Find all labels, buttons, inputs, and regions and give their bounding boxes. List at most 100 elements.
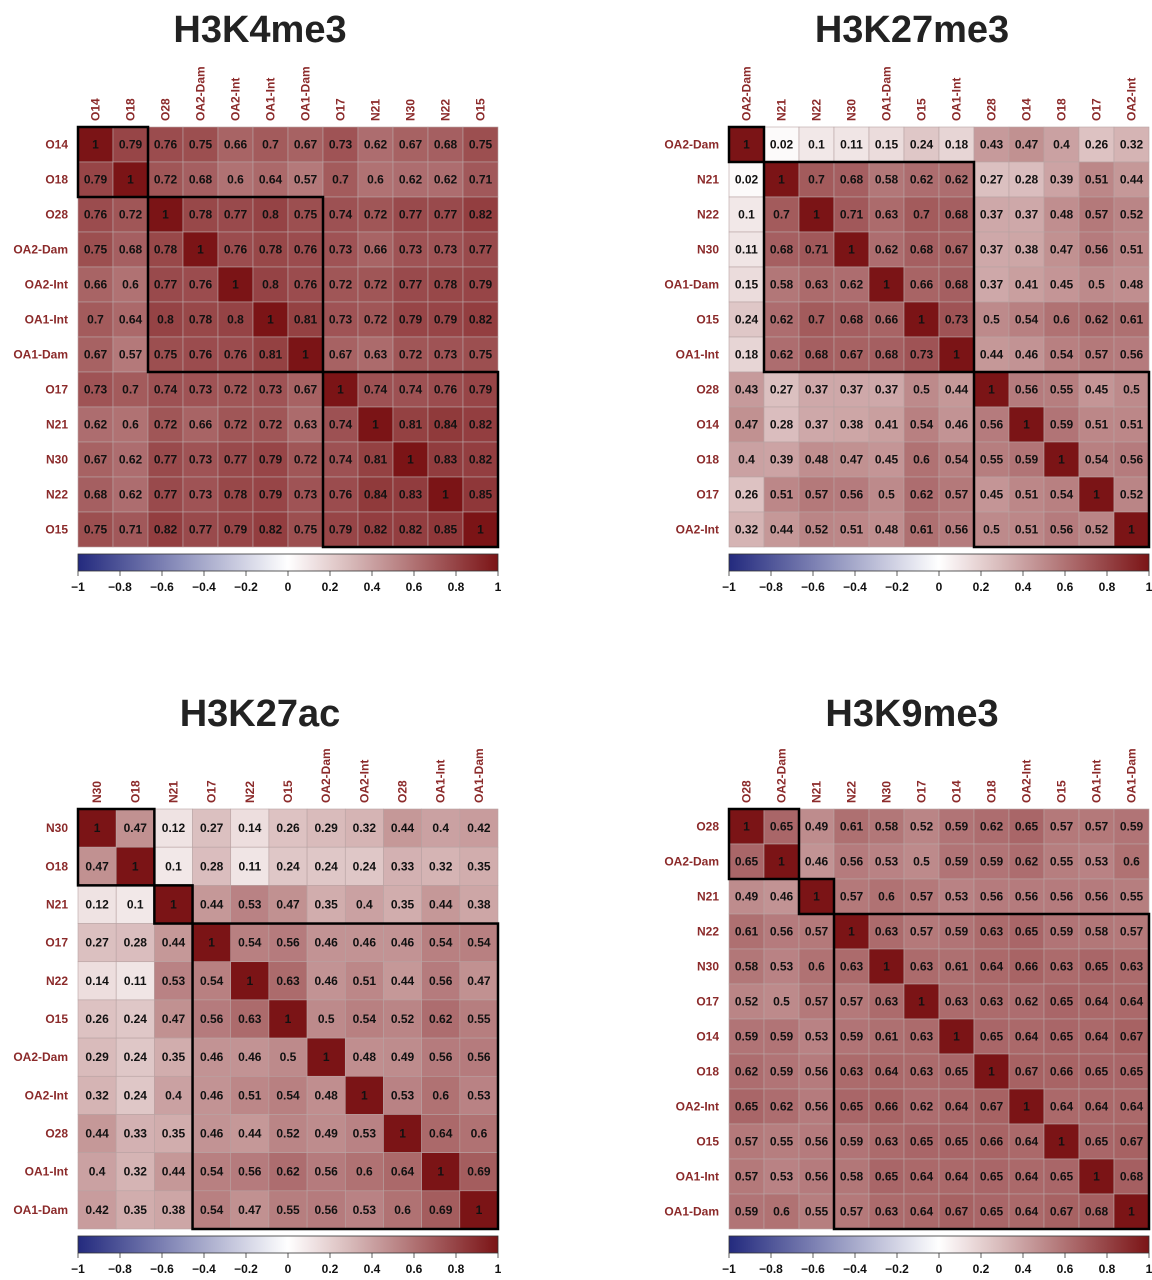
cell-value: 1	[407, 453, 414, 467]
cell-value: 0.6	[1053, 313, 1070, 327]
heatmap-cell	[1008, 196, 1045, 233]
cell-value: 0.64	[1015, 1135, 1039, 1149]
heatmap-cell	[217, 371, 254, 408]
cell-value: 0.64	[980, 960, 1004, 974]
cell-value: 0.66	[910, 278, 934, 292]
cell-value: 0.58	[875, 173, 899, 187]
chart-title: H3K27me3	[815, 9, 1009, 51]
heatmap-cell	[938, 878, 975, 915]
cell-value: 0.68	[910, 243, 934, 257]
heatmap-cell	[344, 1075, 384, 1115]
cell-value: 0.62	[735, 1065, 759, 1079]
heatmap-cell	[1113, 913, 1150, 950]
heatmap-cell	[322, 126, 359, 163]
heatmap-cell	[182, 406, 219, 443]
heatmap-cell	[115, 1114, 155, 1153]
cell-value: 0.77	[399, 278, 423, 292]
cell-value: 0.71	[469, 173, 493, 187]
colorbar-tick-label: −1	[71, 1262, 85, 1276]
colorbar-tick-label: −0.8	[759, 1262, 783, 1276]
heatmap-cell	[115, 1075, 155, 1115]
colorbar-tick-label: −0.8	[108, 1262, 132, 1276]
heatmap-cell	[230, 808, 270, 848]
cell-value: 0.38	[467, 897, 491, 911]
cell-value: 0.72	[364, 313, 388, 327]
heatmap-cell	[728, 196, 765, 233]
heatmap-cell	[357, 336, 394, 373]
heatmap-cell	[462, 301, 499, 338]
colorbar-tick-label: −0.2	[234, 580, 258, 594]
heatmap-cell	[1078, 126, 1115, 163]
cell-value: 0.44	[770, 523, 794, 537]
cell-value: 0.6	[1123, 855, 1140, 869]
heatmap-cell	[427, 266, 464, 303]
cell-value: 0.74	[399, 383, 423, 397]
heatmap-cell	[903, 878, 940, 915]
heatmap-cell	[1078, 1088, 1115, 1125]
cell-value: 0.44	[429, 897, 453, 911]
heatmap-cell	[903, 266, 940, 303]
heatmap-cell	[798, 336, 835, 373]
column-label: N22	[810, 99, 824, 121]
heatmap-cell	[147, 406, 184, 443]
cell-value: 0.64	[1085, 1100, 1109, 1114]
heatmap-cell	[230, 1190, 270, 1230]
cell-value: 1	[197, 243, 204, 257]
cell-value: 1	[988, 383, 995, 397]
row-label: OA1-Int	[676, 348, 719, 362]
heatmap-cell	[798, 913, 835, 950]
cell-value: 0.7	[808, 313, 825, 327]
cell-value: 0.47	[1015, 138, 1039, 152]
cell-value: 0.26	[85, 1012, 109, 1026]
heatmap-cell	[77, 336, 114, 373]
heatmap-cell	[77, 406, 114, 443]
heatmap-cell	[868, 1193, 905, 1230]
heatmap-cell	[322, 161, 359, 198]
heatmap-cell	[154, 1037, 193, 1077]
heatmap-cell	[230, 885, 270, 924]
cell-value: 0.5	[318, 1012, 335, 1026]
heatmap-cell	[1113, 808, 1150, 845]
heatmap-cell	[154, 961, 193, 1001]
heatmap-cell	[938, 1018, 975, 1055]
heatmap-cell	[1008, 266, 1045, 303]
heatmap-cell	[230, 1075, 270, 1115]
cell-value: 0.6	[394, 1203, 411, 1217]
column-label: OA2-Int	[1125, 78, 1139, 121]
cell-value: 0.85	[434, 523, 458, 537]
cell-value: 0.54	[200, 1203, 224, 1217]
cell-value: 0.81	[294, 313, 318, 327]
heatmap-cell	[1113, 1123, 1150, 1160]
colorbar-tick-label: −0.6	[150, 580, 174, 594]
cell-value: 0.64	[1015, 1205, 1039, 1219]
cell-value: 0.64	[1120, 995, 1144, 1009]
cell-value: 0.59	[770, 1065, 794, 1079]
cell-value: 0.68	[805, 348, 829, 362]
cell-value: 0.68	[770, 243, 794, 257]
cell-value: 0.53	[1085, 855, 1109, 869]
cell-value: 0.57	[805, 488, 829, 502]
cell-value: 0.59	[735, 1030, 759, 1044]
heatmap-cell	[112, 336, 149, 373]
cluster-box	[153, 884, 194, 925]
heatmap-cell	[357, 231, 394, 268]
cell-value: 0.79	[224, 523, 248, 537]
colorbar-tick-label: −0.4	[843, 1262, 867, 1276]
heatmap-cell	[1113, 983, 1150, 1020]
heatmap-cell	[115, 885, 155, 924]
heatmap-cell	[1043, 913, 1080, 950]
cell-value: 0.56	[276, 936, 300, 950]
cell-value: 0.63	[1050, 960, 1074, 974]
cell-value: 0.63	[840, 1065, 864, 1079]
cell-value: 0.75	[189, 138, 213, 152]
column-label: N30	[90, 781, 104, 803]
heatmap-cell	[230, 1037, 270, 1077]
cell-value: 0.1	[808, 138, 825, 152]
heatmap-cell	[427, 406, 464, 443]
cell-value: 0.55	[1050, 855, 1074, 869]
cell-value: 0.63	[910, 960, 934, 974]
row-label: O28	[696, 383, 719, 397]
cell-value: 1	[477, 523, 484, 537]
heatmap-cell	[182, 301, 219, 338]
cell-value: 1	[988, 1065, 995, 1079]
